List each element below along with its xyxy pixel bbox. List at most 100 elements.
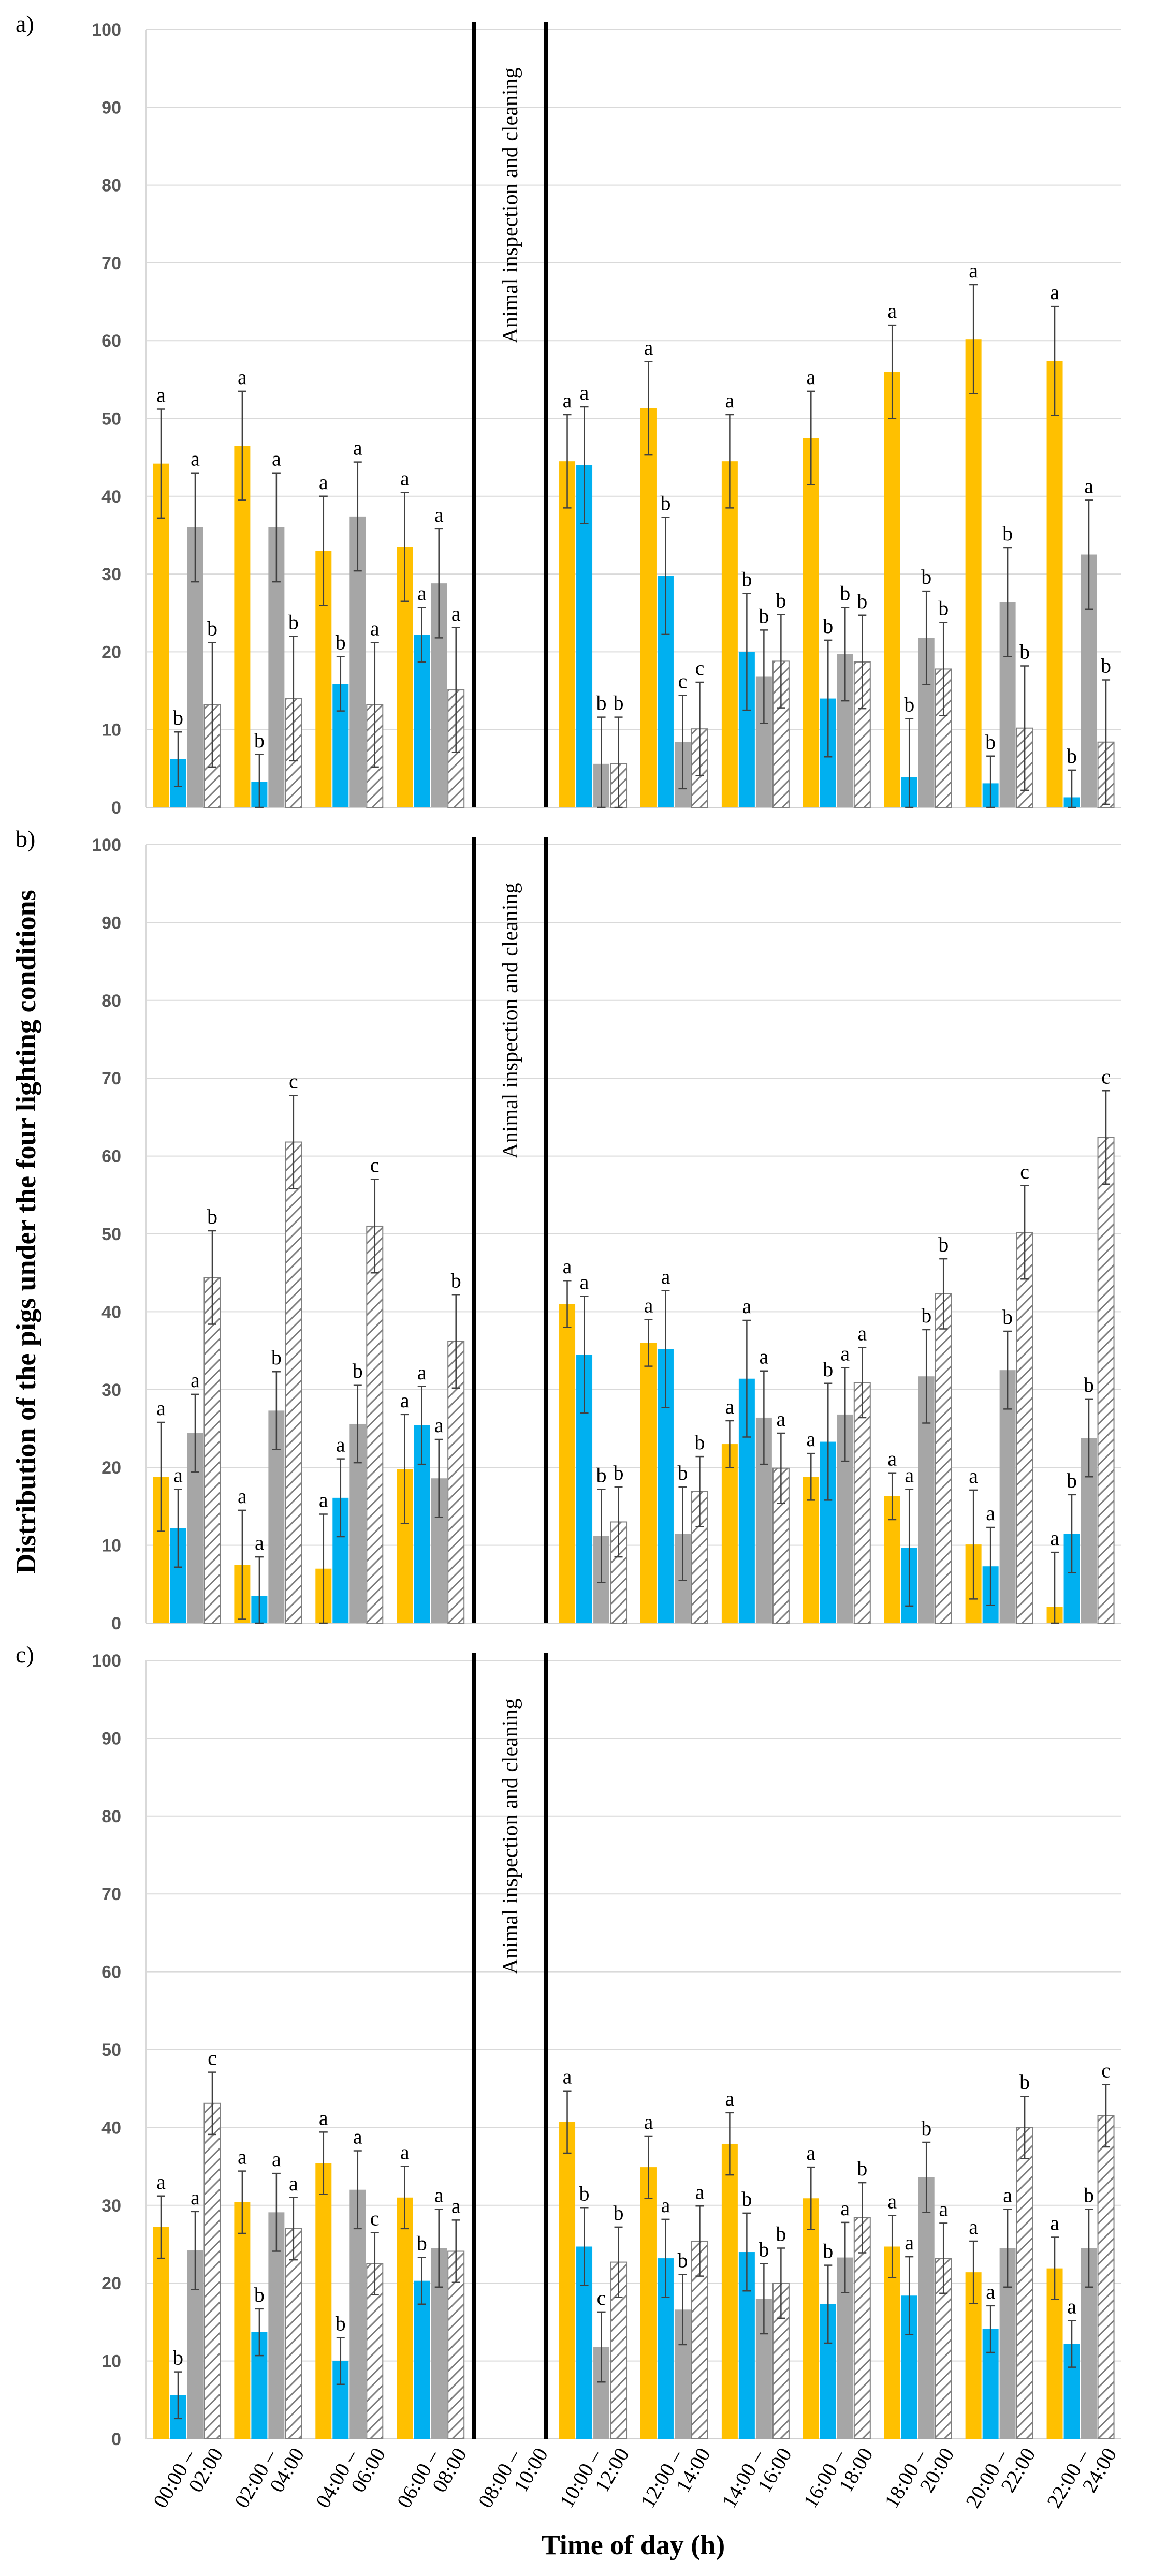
- bar-series-4: [203, 2102, 221, 2439]
- significance-letter: c: [1101, 2059, 1111, 2082]
- significance-letter: a: [580, 381, 589, 404]
- significance-letter: b: [823, 1358, 833, 1381]
- significance-letter: c: [370, 1154, 380, 1177]
- significance-letter: a: [1050, 2211, 1059, 2234]
- bar-series-2: [414, 2280, 430, 2439]
- bar-series-1: [640, 408, 657, 807]
- significance-letter: b: [173, 706, 183, 729]
- significance-letter: b: [207, 616, 217, 640]
- x-tick-label: 18:00 –20:00: [880, 2443, 959, 2511]
- y-tick-label: 90: [101, 913, 121, 933]
- significance-letter: a: [661, 1265, 670, 1288]
- significance-letter: a: [1050, 281, 1059, 304]
- significance-letter: a: [336, 1433, 345, 1456]
- y-tick-label: 70: [101, 254, 121, 273]
- bar-series-3: [349, 2189, 366, 2439]
- significance-letter: b: [857, 2157, 867, 2180]
- significance-letter: b: [207, 1205, 217, 1228]
- bar-series-3: [999, 1370, 1016, 1623]
- significance-letter: a: [644, 1293, 653, 1317]
- y-tick-label: 70: [101, 1069, 121, 1088]
- significance-letter: a: [840, 2197, 850, 2220]
- significance-letter: b: [921, 565, 931, 588]
- y-tick-label: 90: [101, 98, 121, 117]
- significance-letter: a: [661, 2194, 670, 2217]
- significance-letter: a: [319, 2106, 328, 2129]
- significance-letter: a: [272, 447, 281, 470]
- significance-letter: b: [1002, 1305, 1013, 1329]
- significance-letter: b: [288, 610, 299, 634]
- gap-annotation: Animal inspection and cleaning: [499, 67, 522, 343]
- significance-letter: c: [370, 2206, 380, 2230]
- significance-letter: a: [887, 299, 897, 322]
- y-tick-label: 40: [101, 2118, 121, 2138]
- x-tick-label: 08:00 –10:00: [473, 2443, 552, 2511]
- bar-series-1: [397, 2197, 413, 2439]
- significance-letter: b: [823, 614, 833, 638]
- y-tick-label: 30: [101, 1380, 121, 1400]
- significance-letter: b: [776, 588, 786, 612]
- bar-series-4: [203, 1277, 221, 1624]
- x-tick-label: 14:00 –16:00: [717, 2443, 796, 2511]
- bar-series-1: [721, 2143, 738, 2439]
- significance-letter: a: [1003, 2183, 1012, 2206]
- x-tick-label: 10:00 –12:00: [555, 2443, 634, 2511]
- significance-letter: b: [336, 630, 346, 654]
- y-tick-label: 60: [101, 1963, 121, 1982]
- significance-letter: a: [725, 1395, 734, 1418]
- y-tick-label: 100: [92, 20, 121, 40]
- bar-series-1: [884, 372, 900, 807]
- significance-letter: a: [191, 2186, 200, 2209]
- significance-letter: c: [695, 656, 705, 680]
- significance-letter: b: [1067, 1469, 1077, 1492]
- significance-letter: a: [969, 259, 978, 282]
- significance-letter: b: [776, 2222, 786, 2246]
- significance-letter: b: [741, 2187, 752, 2211]
- significance-letter: b: [1084, 2183, 1094, 2206]
- y-tick-label: 30: [101, 565, 121, 584]
- significance-letter: b: [1019, 640, 1030, 663]
- significance-letter: a: [289, 2172, 298, 2195]
- significance-letter: a: [563, 1255, 572, 1278]
- gap-annotation: Animal inspection and cleaning: [499, 882, 522, 1158]
- gap-annotation: Animal inspection and cleaning: [499, 1698, 522, 1974]
- significance-letter: a: [434, 503, 444, 526]
- bar-series-1: [965, 339, 982, 807]
- significance-letter: b: [677, 1461, 688, 1484]
- significance-letter: b: [596, 691, 607, 715]
- bar-series-1: [803, 1477, 819, 1623]
- significance-letter: c: [1101, 1065, 1111, 1088]
- significance-letter: a: [417, 582, 427, 605]
- significance-letter: b: [921, 1304, 931, 1327]
- significance-letter: b: [694, 1431, 705, 1454]
- significance-letter: a: [644, 2110, 653, 2133]
- y-tick-label: 20: [101, 642, 121, 662]
- bar-series-1: [153, 2227, 169, 2439]
- significance-letter: a: [986, 1502, 995, 1525]
- x-tick-label: 22:00 –24:00: [1042, 2443, 1121, 2511]
- y-tick-label: 10: [101, 1536, 121, 1556]
- significance-letter: b: [759, 604, 769, 627]
- significance-letter: a: [725, 2087, 734, 2110]
- bar-series-1: [803, 438, 819, 807]
- significance-letter: a: [887, 1447, 897, 1470]
- significance-letter: a: [400, 466, 410, 490]
- significance-letter: b: [579, 2182, 590, 2205]
- significance-letter: b: [1084, 1373, 1094, 1396]
- y-tick-label: 90: [101, 1729, 121, 1748]
- y-tick-label: 10: [101, 720, 121, 740]
- y-tick-label: 70: [101, 1885, 121, 1904]
- significance-letter: b: [614, 1461, 624, 1484]
- significance-letter: a: [319, 1488, 328, 1511]
- bar-series-4: [285, 2228, 302, 2439]
- x-tick-label: 00:00 –02:00: [149, 2443, 228, 2511]
- significance-letter: b: [921, 2116, 931, 2140]
- significance-letter: a: [272, 2147, 281, 2171]
- significance-letter: a: [173, 1463, 183, 1486]
- x-tick-label: 02:00 –04:00: [230, 2443, 309, 2511]
- significance-letter: a: [238, 2145, 247, 2169]
- y-tick-label: 50: [101, 409, 121, 429]
- significance-letter: c: [678, 670, 688, 693]
- significance-letter: c: [208, 2047, 217, 2070]
- y-tick-label: 80: [101, 991, 121, 1011]
